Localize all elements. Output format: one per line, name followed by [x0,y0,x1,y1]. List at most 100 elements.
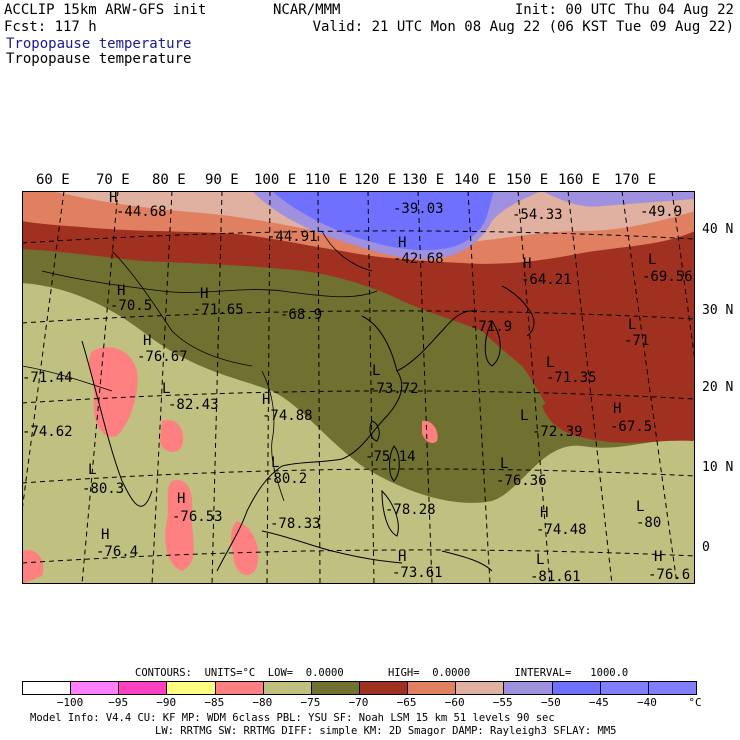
annot-value: -39.03 [393,201,444,217]
legend-tick-label: −60 [444,696,465,709]
model-info-line1: Model Info: V4.4 CU: KF MP: WDM 6class P… [30,712,555,724]
annot-value: -44.91 [267,229,318,245]
legend-tick-label: −75 [300,696,321,709]
legend-tick-label: −80 [252,696,273,709]
lat-label: 20 N [702,380,734,395]
annot-mark: H [109,190,118,206]
annot-mark: H [523,256,532,272]
annot-value: -68.9 [280,307,323,323]
legend-tick-label: −85 [204,696,225,709]
legend-swatch [119,682,168,694]
legend-swatch [71,682,120,694]
coastlines [81,285,535,572]
contours-info: CONTOURS: UNITS=°C LOW= 0.0000 HIGH= 0.0… [135,668,628,679]
annot-mark: H [613,401,622,417]
annot-value: -69.56 [642,269,693,285]
annot-mark: L [271,455,280,471]
org-label: NCAR/MMM [273,2,341,18]
annot-mark: L [520,408,529,424]
lon-label: 170 E [614,172,657,188]
low-value: 0.0000 [305,667,344,679]
annot-value: -44.68 [116,204,167,220]
valid-time: Valid: 21 UTC Mon 08 Aug 22 (06 KST Tue … [312,19,734,35]
init-time: Init: 00 UTC Thu 04 Aug 22 [514,2,734,18]
annot-value: -80 [636,515,662,531]
legend-tick-label: °C [688,696,702,709]
annot-mark: L [372,363,381,379]
lon-label: 90 E [205,172,239,188]
legend-swatch [408,682,457,694]
legend-tick-label: −70 [348,696,369,709]
annot-value: -76.6 [648,567,691,583]
annot-mark: L [546,355,555,371]
annot-mark: L [536,552,545,568]
annot-value: -71.9 [470,319,513,335]
annot-value: -76.67 [137,349,188,365]
annot-value: -71.44 [22,370,73,386]
annot-value: -76.36 [496,473,547,489]
forecast-hour: Fcst: 117 h [4,19,97,35]
legend-swatch [359,682,409,694]
annot-mark: H [398,235,407,251]
lon-label: 160 E [558,172,601,188]
annot-mark: H [117,283,126,299]
annot-value: -74.62 [22,424,73,440]
legend-tick-label: −40 [636,696,657,709]
annot-value: -81.61 [530,569,581,585]
field-band-red-east [542,351,695,443]
annot-value: -75.14 [365,449,416,465]
field-patch-salmon [165,480,194,571]
lon-label: 130 E [402,172,445,188]
legend-swatch [311,682,360,694]
annot-mark: L [628,317,637,333]
lat-label: 0 [702,540,710,555]
map-frame [22,191,695,584]
annot-value: -80.2 [265,471,308,487]
field-patch-salmon [89,347,138,437]
legend-tick-label: −90 [156,696,177,709]
legend-tick-label: −50 [540,696,561,709]
annot-value: -71 [624,333,650,349]
annot-mark: L [88,462,97,478]
annot-mark: L [162,381,171,397]
legend-swatch [552,682,601,694]
annot-value: -64.21 [521,272,572,288]
annot-value: -67.5 [610,419,653,435]
annot-mark: H [398,549,407,565]
lat-label: 10 N [702,460,734,475]
annot-value: -78.33 [270,516,321,532]
annot-mark: H [143,333,152,349]
annot-value: -74.48 [536,522,587,538]
field-band-blue [272,191,494,251]
legend-tick-label: −95 [108,696,129,709]
annot-mark: H [262,392,271,408]
legend-swatch [600,682,649,694]
interval-label: INTERVAL= [514,667,572,679]
annot-value: -82.43 [168,397,219,413]
legend-swatch [215,682,264,694]
annot-value: -76.53 [172,509,223,525]
high-label: HIGH= [387,667,420,679]
lon-label: 100 E [254,172,297,188]
model-info-line2: LW: RRTMG SW: RRTMG DIFF: simple KM: 2D … [155,725,617,737]
annot-value: -76.4 [96,544,139,560]
legend-swatch [456,682,505,694]
model-title: ACCLIP 15km ARW-GFS init [4,2,207,18]
annot-mark: L [648,252,657,268]
legend-tick-label: −100 [56,696,84,709]
lon-label: 70 E [96,172,130,188]
lon-label: 120 E [354,172,397,188]
lat-label: 40 N [702,222,734,237]
graticule [22,191,695,584]
interval-value: 1000.0 [590,667,629,679]
contours-label: CONTOURS: [135,667,192,679]
annot-mark: H [540,505,549,521]
legend-swatch [23,682,72,694]
legend-tick-label: −55 [492,696,513,709]
annot-mark: H [101,527,110,543]
annot-value: -49.9 [640,204,683,220]
annot-value: -80.3 [82,481,125,497]
legend-tick-label: −45 [588,696,609,709]
legend-swatch [167,682,216,694]
field-patch-salmon [22,550,44,584]
